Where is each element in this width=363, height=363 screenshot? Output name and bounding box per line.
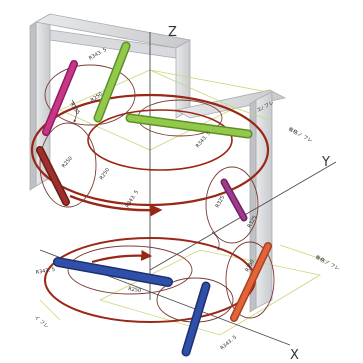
dim-r343-bottom: R343. 5 [219, 334, 238, 351]
dim-r250-bottom: R250 [128, 286, 142, 294]
left-vertical-orbit [39, 122, 97, 208]
annotation-lower-left: イ フレ [33, 315, 50, 330]
dim-r343-right: R343. 5 [125, 189, 140, 209]
annotations: エ/ フレ 骨格ノ フレ 骨格ノ フレ イ フレ [33, 100, 341, 330]
upper-inner-orbit [87, 109, 233, 171]
z-axis-label: Z [168, 25, 177, 40]
upper-main-orbit [30, 93, 270, 207]
dim-r343-bottom-left: R343. 5 [35, 267, 55, 276]
small-arrow-2 [211, 231, 221, 251]
frame-right-drop [175, 39, 191, 119]
small-arrow-1 [71, 99, 77, 123]
guide-lines [39, 69, 331, 336]
lower-inner-orbit [67, 245, 193, 295]
right-vertical-orbit [205, 166, 259, 244]
dim-r325-right: R325 [215, 195, 227, 209]
lower-orbit-arrow [91, 249, 153, 264]
annotation-lower-right: 骨格ノ フレ [314, 254, 341, 273]
magenta-rod-highlight [43, 61, 77, 135]
blue-rod-diagonal-highlight [183, 283, 209, 355]
blue-rod-horizontal-highlight [54, 258, 172, 286]
upper-small-orbit-left [44, 64, 136, 126]
dim-r250-left: R250 [61, 155, 74, 169]
y-axis-label: Y [321, 155, 330, 170]
dim-r325-bottom: R325 [247, 215, 259, 229]
frame-right-post-side [249, 99, 257, 313]
green-rod-horizontal-highlight [127, 115, 251, 137]
orange-rod-highlight [231, 243, 271, 321]
annotation-upper-right: 骨格ノ フレ [287, 126, 314, 145]
upper-orbit-arrow [69, 194, 163, 217]
dim-r250-right: R250 [99, 167, 111, 181]
dim-r343-top: R343. 5 [88, 47, 108, 62]
lower-right-vertical-orbit [225, 241, 275, 319]
x-axis-label: X [290, 348, 299, 363]
frame-right-arm [174, 89, 287, 119]
purple-rod-highlight [222, 180, 246, 220]
dim-r250-right2: R250 [244, 259, 255, 273]
green-rod-upper-highlight [95, 43, 129, 121]
red-rod-highlight [37, 147, 69, 205]
rods [36, 41, 272, 357]
